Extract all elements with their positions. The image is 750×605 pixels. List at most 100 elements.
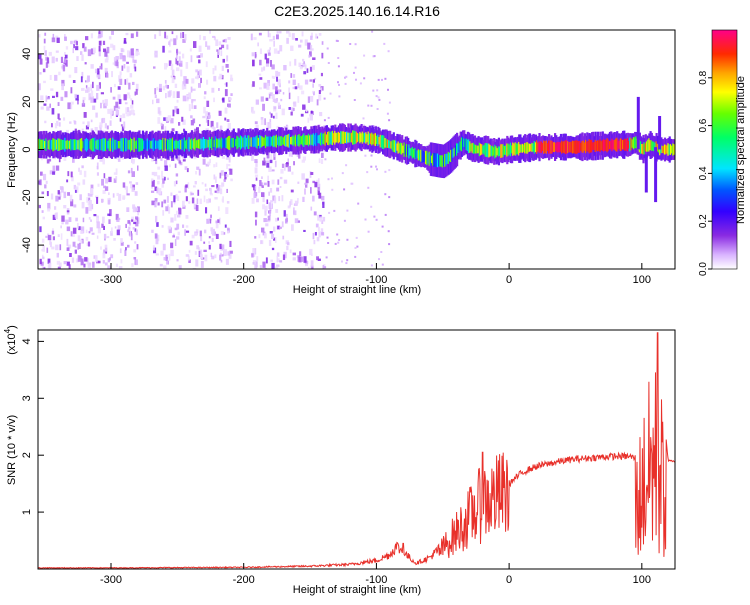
ridge-core xyxy=(336,132,339,143)
noise-speck xyxy=(363,54,366,57)
ridge-core xyxy=(619,138,622,152)
ridge-core xyxy=(285,134,287,147)
noise-speck xyxy=(362,117,365,120)
noise-speck xyxy=(117,94,121,101)
noise-speck xyxy=(338,239,341,241)
noise-speck xyxy=(52,95,55,98)
noise-speck xyxy=(224,107,228,114)
noise-speck xyxy=(195,171,197,175)
noise-speck xyxy=(227,164,231,167)
x-tick-label: -300 xyxy=(100,274,122,286)
noise-speck xyxy=(215,162,218,167)
ridge-core xyxy=(85,137,88,152)
noise-speck xyxy=(276,255,279,263)
noise-speck xyxy=(178,265,182,269)
noise-speck xyxy=(278,89,281,94)
ridge-core xyxy=(259,135,261,149)
noise-speck xyxy=(286,30,290,34)
ridge-core xyxy=(396,143,399,151)
noise-speck xyxy=(82,121,85,125)
noise-speck xyxy=(191,99,194,103)
noise-speck xyxy=(52,214,56,220)
noise-speck xyxy=(371,30,374,33)
noise-speck xyxy=(72,158,75,163)
noise-speck xyxy=(69,194,73,202)
noise-speck xyxy=(43,80,46,84)
ridge-core xyxy=(668,144,671,155)
ridge-core xyxy=(75,139,77,151)
ridge-core xyxy=(323,133,326,145)
noise-speck xyxy=(315,33,318,39)
noise-speck xyxy=(95,112,98,118)
noise-speck xyxy=(61,215,65,222)
ridge-core xyxy=(70,139,72,151)
ridge-core xyxy=(453,147,456,157)
noise-speck xyxy=(108,219,111,224)
noise-speck xyxy=(198,168,201,176)
ridge-core xyxy=(158,139,161,151)
ridge-core xyxy=(564,140,567,155)
noise-speck xyxy=(132,204,136,209)
ridge-core xyxy=(436,153,439,168)
noise-speck xyxy=(161,201,164,208)
noise-speck xyxy=(275,217,278,222)
noise-speck xyxy=(98,32,102,39)
noise-speck xyxy=(137,206,140,213)
noise-speck xyxy=(52,33,55,40)
noise-speck xyxy=(257,42,259,47)
noise-speck xyxy=(297,220,300,223)
noise-speck xyxy=(195,259,199,267)
ridge-core xyxy=(54,139,57,151)
ridge-core xyxy=(201,139,204,149)
noise-speck xyxy=(102,260,105,264)
ridge-core xyxy=(147,140,150,149)
noise-speck xyxy=(164,31,167,39)
ridge-core xyxy=(617,139,620,151)
ridge-core xyxy=(379,134,382,148)
noise-speck xyxy=(173,38,177,46)
ridge-core xyxy=(101,139,104,151)
ridge-core xyxy=(190,138,193,151)
noise-speck xyxy=(163,117,167,121)
noise-speck xyxy=(173,181,177,187)
noise-speck xyxy=(198,83,201,88)
noise-speck xyxy=(91,232,95,235)
noise-speck xyxy=(176,259,179,262)
ridge-core xyxy=(138,137,141,152)
ridge-core xyxy=(349,133,352,142)
noise-speck xyxy=(54,74,58,81)
ridge-core xyxy=(170,139,173,151)
noise-speck xyxy=(184,34,187,41)
noise-speck xyxy=(225,38,227,43)
ridge-core xyxy=(500,144,502,158)
ridge-core xyxy=(666,145,668,154)
y-tick-label: 3 xyxy=(21,395,33,401)
noise-speck xyxy=(77,235,81,242)
noise-speck xyxy=(170,242,174,249)
noise-speck xyxy=(46,97,50,100)
ridge-core xyxy=(100,139,102,151)
ridge-core xyxy=(410,148,413,157)
noise-speck xyxy=(42,256,45,260)
noise-speck xyxy=(208,244,211,250)
ridge-core xyxy=(38,139,40,151)
noise-speck xyxy=(161,124,164,130)
ridge-core xyxy=(96,139,99,150)
noise-speck xyxy=(120,241,124,246)
fringe-spike xyxy=(644,154,648,193)
noise-speck xyxy=(88,93,91,101)
ridge-core xyxy=(67,140,70,149)
ridge-core xyxy=(347,132,350,143)
noise-speck xyxy=(112,193,115,198)
noise-speck xyxy=(196,55,200,58)
noise-speck xyxy=(112,45,116,51)
ridge-core xyxy=(299,135,302,145)
noise-speck xyxy=(283,65,287,71)
ridge-core xyxy=(385,138,388,148)
ridge-core xyxy=(58,138,61,151)
ridge-core xyxy=(71,139,74,150)
noise-speck xyxy=(230,74,233,80)
noise-speck xyxy=(271,179,275,185)
ridge-core xyxy=(407,146,409,156)
noise-speck xyxy=(109,257,111,261)
